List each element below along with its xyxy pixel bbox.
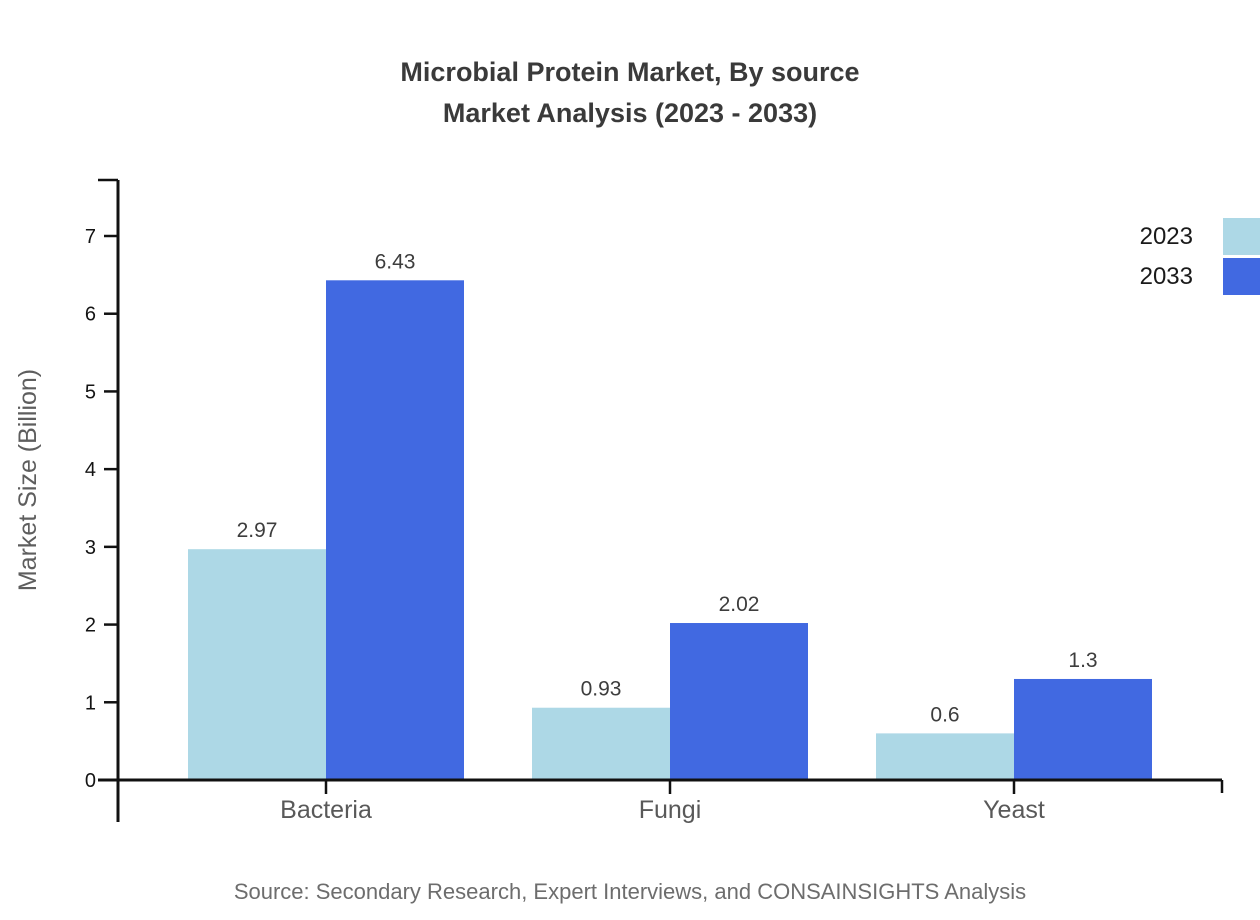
chart-title: Microbial Protein Market, By source Mark… xyxy=(0,52,1260,134)
bar-2033-fungi xyxy=(670,623,808,780)
bar-2023-bacteria xyxy=(188,549,326,780)
bar-2033-yeast xyxy=(1014,678,1152,780)
y-tick-label-7: 7 xyxy=(85,226,96,248)
legend-item-2033: 2033 xyxy=(1140,258,1260,295)
legend-label-2023: 2023 xyxy=(1139,222,1193,250)
bar-value-label-2033-bacteria: 6.43 xyxy=(375,250,416,273)
bar-value-label-2023-bacteria: 2.97 xyxy=(237,519,278,542)
category-label-fungi: Fungi xyxy=(639,796,702,824)
chart-title-line1: Microbial Protein Market, By source xyxy=(400,57,860,87)
y-tick-label-1: 1 xyxy=(85,692,96,714)
y-tick-label-4: 4 xyxy=(85,459,96,481)
bar-value-label-2033-fungi: 2.02 xyxy=(719,593,760,616)
bar-2023-fungi xyxy=(532,707,670,780)
legend-item-2023: 2023 xyxy=(1140,218,1260,255)
legend-swatch-2033 xyxy=(1223,258,1260,295)
category-label-yeast: Yeast xyxy=(983,796,1045,824)
legend: 2023 2033 xyxy=(1140,218,1260,298)
y-tick-label-2: 2 xyxy=(85,615,96,637)
bar-value-label-2023-fungi: 0.93 xyxy=(581,678,622,701)
legend-swatch-2023 xyxy=(1223,218,1260,255)
y-tick-label-0: 0 xyxy=(85,770,96,792)
y-tick-label-3: 3 xyxy=(85,537,96,559)
chart-title-line2: Market Analysis (2023 - 2033) xyxy=(442,98,818,128)
bar-value-label-2033-yeast: 1.3 xyxy=(1068,649,1097,672)
legend-label-2033: 2033 xyxy=(1139,262,1193,290)
source-note: Source: Secondary Research, Expert Inter… xyxy=(233,879,1027,904)
bar-value-label-2023-yeast: 0.6 xyxy=(930,703,959,726)
bar-2033-bacteria xyxy=(326,280,464,780)
category-label-bacteria: Bacteria xyxy=(280,796,372,824)
y-axis-title: Market Size (Billion) xyxy=(14,369,42,591)
y-tick-label-5: 5 xyxy=(85,381,96,403)
bar-2023-yeast xyxy=(876,733,1014,780)
y-tick-label-6: 6 xyxy=(85,304,96,326)
